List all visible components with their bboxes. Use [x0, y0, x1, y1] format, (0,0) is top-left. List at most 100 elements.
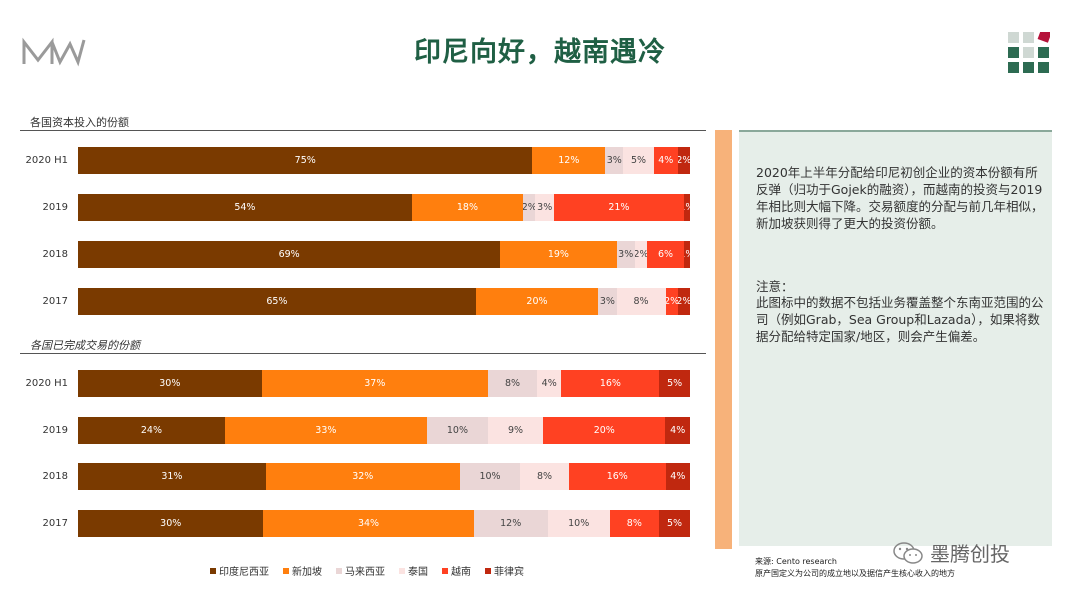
bar-segment: 2%: [677, 288, 690, 315]
stacked-bar: 54%18%2%3%21%1%: [78, 194, 690, 221]
bar-segment: 34%: [263, 510, 474, 537]
bar-segment: 65%: [78, 288, 476, 315]
legend-swatch: [399, 567, 405, 574]
bar-segment: 16%: [568, 463, 666, 490]
bar-segment: 3%: [616, 241, 635, 268]
source-line: 来源: Cento research: [755, 557, 837, 566]
legend-item-philippines: 菲律宾: [485, 563, 524, 578]
bar-segment: 8%: [488, 370, 537, 397]
bar-segment: 33%: [224, 417, 427, 444]
category-label: 2020 H1: [25, 378, 68, 389]
definition-line: 原产国定义为公司的成立地以及据信产生核心收入的地方: [755, 569, 955, 578]
wechat-icon: [893, 541, 923, 564]
bar-segment: 4%: [665, 417, 690, 444]
category-label: 2019: [42, 425, 68, 436]
category-label: 2018: [42, 249, 68, 260]
stacked-bar: 65%20%3%8%2%2%: [78, 288, 690, 315]
bar-segment: 3%: [535, 194, 554, 221]
bar-segment: 8%: [616, 288, 666, 315]
grid-logo: [1008, 32, 1050, 73]
bar-segment: 2%: [677, 147, 690, 174]
bar-segment: 24%: [78, 417, 225, 444]
mw-logo: [22, 37, 86, 67]
legend-swatch: [210, 567, 216, 574]
bar-segment: 16%: [561, 370, 660, 397]
legend-item-vietnam: 越南: [442, 563, 471, 578]
bar-segment: 69%: [78, 241, 501, 268]
bar-segment: 5%: [659, 510, 690, 537]
bar-segment: 75%: [78, 147, 533, 174]
legend-item-malaysia: 马来西亚: [336, 563, 385, 578]
category-label: 2019: [42, 202, 68, 213]
category-label: 2017: [42, 518, 68, 529]
bar-segment: 1%: [683, 241, 690, 268]
capital-chart-title: 各国资本投入的份额: [30, 116, 129, 129]
bar-segment: 8%: [609, 510, 660, 537]
stacked-bar: 24% 33% 10% 9% 20% 4%: [78, 417, 690, 444]
stacked-bar: 75%12%3%5%4%2%: [78, 147, 690, 174]
note-title: 注意：: [756, 279, 794, 294]
legend-label: 菲律宾: [494, 567, 524, 578]
page-title: 印尼向好，越南遇冷: [414, 37, 666, 68]
bar-segment: 10%: [547, 510, 610, 537]
commentary-text: 2020年上半年分配给印尼初创企业的资本份额有所反弹（归功于Gojek的融资），…: [756, 165, 1044, 231]
legend-swatch: [485, 567, 491, 574]
bar-segment: 5%: [659, 370, 690, 397]
bar-segment: 20%: [543, 417, 666, 444]
bar-segment: 12%: [473, 510, 548, 537]
bar-segment: 6%: [647, 241, 684, 268]
note-text: 此图标中的数据不包括业务覆盖整个东南亚范围的公司（例如Grab，Sea Grou…: [756, 295, 1044, 344]
bar-segment: 10%: [459, 463, 521, 490]
stacked-bar: 30% 37% 8% 4% 16% 5%: [78, 370, 690, 397]
bar-segment: 3%: [598, 288, 617, 315]
legend-label: 泰国: [408, 567, 428, 578]
category-label: 2020 H1: [25, 155, 68, 166]
bar-segment: 2%: [634, 241, 648, 268]
commentary-panel: 2020年上半年分配给印尼初创企业的资本份额有所反弹（归功于Gojek的融资），…: [739, 130, 1052, 546]
legend-item-indonesia: 印度尼西亚: [210, 563, 269, 578]
category-label: 2018: [42, 471, 68, 482]
bar-segment: 37%: [261, 370, 489, 397]
bar-segment: 30%: [78, 370, 262, 397]
bar-segment: 2%: [665, 288, 678, 315]
chart-legend: 印度尼西亚 新加坡 马来西亚 泰国 越南 菲律宾: [210, 563, 524, 578]
bar-segment: 8%: [520, 463, 569, 490]
bar-segment: 4%: [536, 370, 562, 397]
legend-swatch: [283, 567, 289, 574]
bar-segment: 30%: [78, 510, 264, 537]
wechat-watermark: 墨腾创投: [892, 538, 1010, 567]
bar-segment: 2%: [523, 194, 536, 221]
deals-chart-title: 各国已完成交易的份额: [30, 339, 140, 352]
bar-segment: 9%: [488, 417, 544, 444]
legend-label: 马来西亚: [345, 567, 385, 578]
bar-segment: 19%: [500, 241, 617, 268]
bar-segment: 1%: [683, 194, 690, 221]
source-note: 来源: Cento research 原产国定义为公司的成立地以及据信产生核心收…: [755, 556, 955, 580]
bar-segment: 54%: [78, 194, 412, 221]
legend-label: 印度尼西亚: [219, 567, 269, 578]
accent-bar: [715, 130, 732, 549]
legend-item-singapore: 新加坡: [283, 563, 322, 578]
category-label: 2017: [42, 296, 68, 307]
bar-segment: 5%: [623, 147, 654, 174]
legend-swatch: [442, 567, 448, 574]
bar-segment: 10%: [426, 417, 489, 444]
bar-segment: 21%: [553, 194, 684, 221]
bar-segment: 3%: [605, 147, 624, 174]
stacked-bar: 31% 32% 10% 8% 16% 4%: [78, 463, 690, 490]
stacked-bar: 69%19%3%2%6%1%: [78, 241, 690, 268]
bar-segment: 4%: [665, 463, 690, 490]
legend-item-thailand: 泰国: [399, 563, 428, 578]
bar-segment: 4%: [653, 147, 678, 174]
bar-segment: 12%: [532, 147, 606, 174]
legend-swatch: [336, 567, 342, 574]
deals-chart-rule: [20, 353, 706, 354]
bar-segment: 18%: [411, 194, 524, 221]
legend-label: 越南: [451, 567, 471, 578]
legend-label: 新加坡: [292, 567, 322, 578]
bar-segment: 31%: [78, 463, 266, 490]
bar-segment: 20%: [475, 288, 599, 315]
watermark-text: 墨腾创投: [930, 542, 1010, 566]
bar-segment: 32%: [265, 463, 460, 490]
capital-chart-rule: [20, 130, 706, 131]
